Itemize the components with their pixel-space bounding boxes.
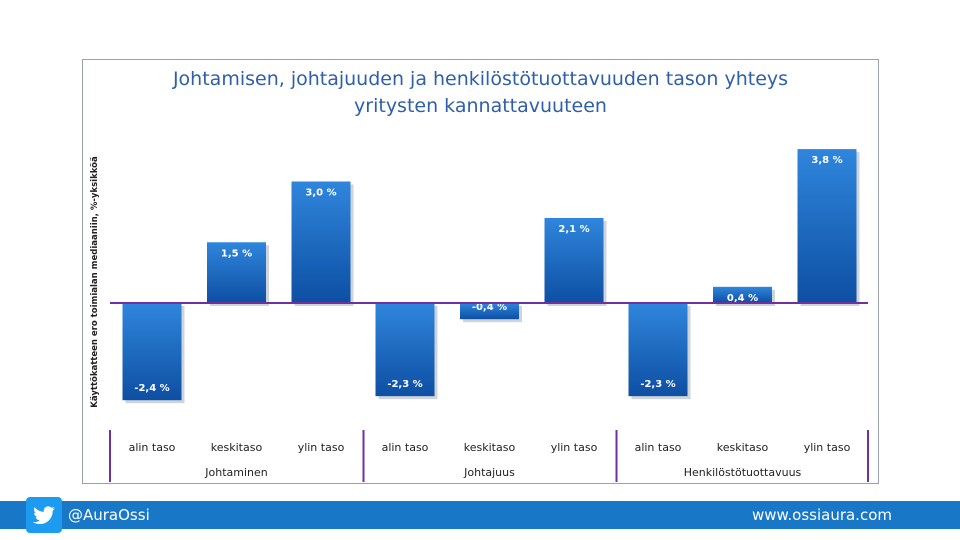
twitter-bird-icon	[26, 497, 62, 533]
chart-title: Johtamisen, johtajuuden ja henkilöstötuo…	[82, 66, 879, 120]
bar-value-label: -2,3 %	[640, 379, 675, 390]
bar-value-label: -2,4 %	[134, 383, 169, 394]
bar-value-label: -2,3 %	[387, 379, 422, 390]
bar-2-1	[375, 303, 435, 397]
category-label: ylin taso	[298, 441, 345, 454]
category-label: ylin taso	[804, 441, 851, 454]
category-label: keskitaso	[717, 441, 769, 454]
bar-1-1	[122, 303, 182, 401]
category-label: keskitaso	[464, 441, 516, 454]
chart-title-line-1: Johtamisen, johtajuuden ja henkilöstötuo…	[172, 68, 789, 90]
bar-3-2	[713, 286, 772, 303]
bar-value-label: 1,5 %	[221, 248, 252, 259]
bar-value-label: 3,0 %	[305, 188, 336, 199]
bar-1-3	[291, 181, 351, 303]
bar-3-3	[797, 149, 857, 303]
category-label: alin taso	[129, 441, 176, 454]
group-label: Henkilöstötuottavuus	[684, 466, 802, 479]
group-label: Johtaminen	[204, 466, 268, 479]
bar-3-1	[628, 303, 688, 397]
footer-bar	[0, 501, 960, 529]
bar-2-2	[460, 303, 519, 320]
bar-value-label: -0,4 %	[472, 302, 507, 313]
twitter-handle[interactable]: @AuraOssi	[68, 506, 150, 524]
category-label: alin taso	[635, 441, 682, 454]
chart-title-line-2: yritysten kannattavuuteen	[354, 95, 607, 117]
category-label: keskitaso	[211, 441, 263, 454]
bar-value-label: 0,4 %	[727, 293, 758, 304]
website-link[interactable]: www.ossiaura.com	[751, 506, 892, 524]
group-label: Johtajuus	[463, 466, 515, 479]
bar-2-3	[544, 217, 604, 303]
bar-1-2	[207, 242, 266, 303]
category-label: alin taso	[382, 441, 429, 454]
bar-value-label: 3,8 %	[811, 155, 842, 166]
bar-value-label: 2,1 %	[558, 224, 589, 235]
category-label: ylin taso	[551, 441, 598, 454]
